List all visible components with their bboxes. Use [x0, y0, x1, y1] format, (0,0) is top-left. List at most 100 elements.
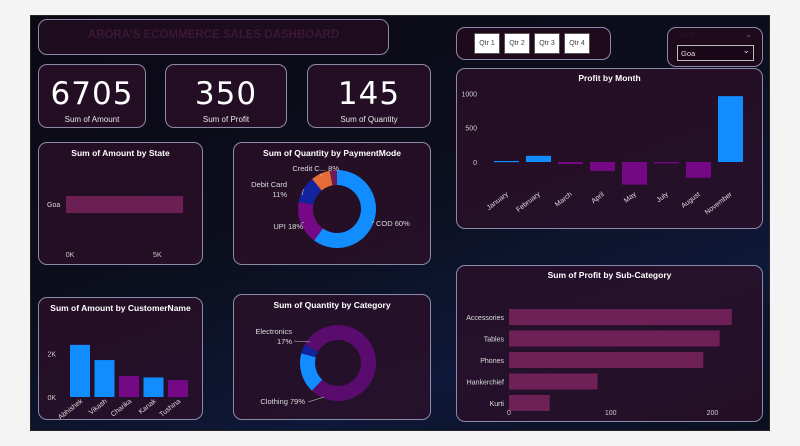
paymentmode-card: Sum of Quantity by PaymentMode COD 60% UP…	[233, 142, 431, 265]
kpi-card-quantity: 145 Sum of Quantity	[307, 64, 431, 128]
subcategory-bar	[509, 330, 720, 347]
subcategory-bar	[509, 352, 704, 368]
customer-x-label: Kanak	[138, 398, 158, 416]
state-x-tick: 5K	[153, 252, 162, 259]
category-title: Sum of Quantity by Category	[273, 300, 391, 310]
category-leader	[293, 340, 311, 343]
month-x-label: August	[680, 191, 702, 210]
subcategory-chart: Accessories Tables Phones Hankerchief Kurti0…	[466, 309, 732, 417]
month-x-label: July	[656, 191, 671, 204]
category-label-clothing: Clothing 79%	[260, 397, 305, 406]
paymentmode-leader	[371, 220, 375, 224]
quarter-button-4[interactable]: Qtr 4	[564, 33, 590, 54]
state-dropdown-value: Goa	[681, 49, 696, 58]
customer-x-label: Vikash	[88, 398, 109, 416]
title-card: ARORA'S ECOMMERCE SALES DASHBOARD	[38, 19, 389, 55]
state-x-tick: 0K	[66, 252, 75, 259]
category-slice	[300, 353, 323, 391]
profit-by-month-card: Profit by Month 0 500 1000 January February M…	[456, 68, 763, 229]
customer-bar	[70, 344, 90, 397]
kpi-quantity-value: 145	[337, 76, 401, 112]
subcategory-bar	[509, 373, 598, 390]
category-label-electronics-pct: 17%	[277, 337, 292, 346]
amount-by-state-chart: Goa 0K 5K	[47, 196, 184, 259]
amount-by-state-card: Sum of Amount by State Goa 0K 5K	[38, 142, 203, 265]
subcategory-x-tick: 0	[507, 410, 511, 417]
kpi-amount-label: Sum of Amount	[64, 115, 120, 124]
profit-by-month-chart: 0 500 1000 January February March April May July…	[461, 91, 743, 217]
month-bar	[686, 162, 711, 178]
month-bar	[590, 162, 615, 171]
month-y-tick: 1000	[461, 91, 477, 98]
state-bar	[66, 196, 184, 213]
category-leader	[307, 396, 325, 403]
customer-chart: 0K 2K Abhishek Vikash Charika Kanak Tushina	[47, 344, 188, 419]
paymentmode-label-upi: UPI 18%	[273, 222, 303, 231]
kpi-profit-value: 350	[194, 76, 258, 112]
paymentmode-slice	[329, 170, 337, 186]
category-slice	[304, 325, 376, 401]
month-bar	[654, 162, 679, 164]
quarter-button-3[interactable]: Qtr 3	[534, 33, 560, 54]
month-y-tick: 500	[465, 126, 477, 133]
customer-x-label: Abhishek	[57, 398, 84, 419]
quarter-button-1[interactable]: Qtr 1	[474, 33, 500, 54]
subcategory-x-tick: 200	[707, 410, 719, 417]
customer-x-label: Tushina	[158, 398, 182, 419]
subcategory-label: Hankerchief	[467, 380, 504, 387]
state-dropdown[interactable]: Goa ⌄	[677, 45, 754, 61]
customer-y-tick: 0K	[47, 395, 56, 402]
quarter-button-2[interactable]: Qtr 2	[504, 33, 530, 54]
paymentmode-slice	[298, 178, 322, 205]
dashboard-title: ARORA'S ECOMMERCE SALES DASHBOARD	[87, 29, 340, 41]
paymentmode-slice	[312, 170, 333, 191]
subcategory-bar	[509, 309, 732, 325]
month-x-label: November	[704, 191, 734, 217]
month-bar	[494, 160, 519, 163]
month-bar	[558, 162, 583, 165]
month-x-label: January	[486, 191, 510, 212]
month-x-label: February	[515, 191, 542, 214]
customer-bar	[168, 380, 188, 397]
month-bar	[526, 155, 551, 162]
customer-x-label: Charika	[110, 398, 133, 418]
month-x-label: April	[590, 191, 606, 205]
paymentmode-label-cod: COD 60%	[376, 219, 410, 228]
paymentmode-leader	[301, 189, 304, 196]
chevron-down-icon: ⌄	[742, 45, 750, 55]
customer-bar	[119, 375, 139, 397]
subcategory-label: Kurti	[490, 401, 505, 408]
subcategory-bar	[509, 395, 550, 411]
collapse-chevron-icon[interactable]: ⌄	[745, 30, 752, 39]
subcategory-card: Sum of Profit by Sub-Category Accessorie…	[456, 265, 763, 422]
subcategory-label: Accessories	[466, 315, 504, 322]
customer-y-tick: 2K	[47, 352, 56, 359]
paymentmode-leader	[320, 173, 323, 177]
month-x-label: March	[554, 191, 574, 209]
month-x-label: May	[623, 191, 638, 205]
subcategory-label: Tables	[484, 337, 505, 344]
customer-title: Sum of Amount by CustomerName	[50, 303, 191, 313]
subcategory-x-tick: 100	[605, 410, 617, 417]
subcategory-title: Sum of Profit by Sub-Category	[547, 270, 672, 280]
state-label: Goa	[47, 202, 60, 209]
kpi-amount-value: 6705	[50, 76, 134, 112]
state-slicer: State ⌄ Goa ⌄	[667, 27, 763, 67]
state-slicer-label: State	[678, 32, 695, 39]
profit-by-month-title: Profit by Month	[578, 73, 641, 83]
quarter-slicer: Qtr 1 Qtr 2 Qtr 3 Qtr 4	[456, 27, 611, 60]
category-slice	[301, 344, 318, 358]
paymentmode-leader	[300, 221, 305, 224]
month-bar	[718, 96, 743, 162]
customer-card: Sum of Amount by CustomerName 0K 2K Abhish…	[38, 297, 203, 420]
paymentmode-label-debit-pct: 11%	[273, 190, 288, 199]
kpi-profit-label: Sum of Profit	[202, 115, 250, 124]
paymentmode-slice	[298, 201, 323, 241]
paymentmode-label-debit: Debit Card	[251, 180, 287, 189]
kpi-card-amount: 6705 Sum of Amount	[38, 64, 146, 128]
paymentmode-title: Sum of Quantity by PaymentMode	[263, 148, 401, 158]
customer-bar	[94, 360, 115, 397]
